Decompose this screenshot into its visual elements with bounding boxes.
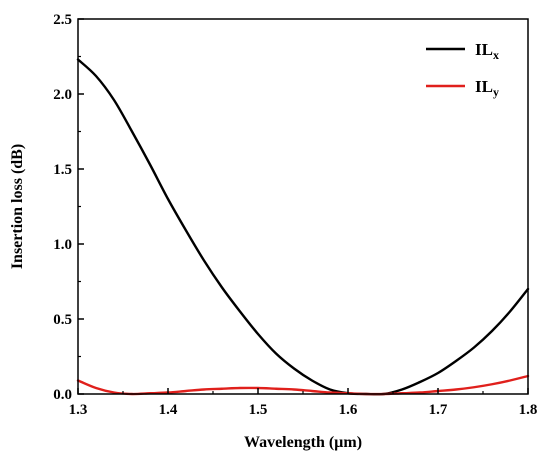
legend-label: ILy [475, 77, 499, 99]
x-tick-label: 1.4 [159, 402, 178, 418]
plot-frame [77, 18, 529, 395]
y-tick-label: 2.0 [53, 87, 72, 103]
legend-label-subscript: y [493, 85, 499, 99]
series-line-ilx [76, 58, 530, 396]
legend-label-main: IL [475, 40, 493, 59]
x-tick-label: 1.3 [69, 402, 88, 418]
x-axis-title: Wavelength (µm) [244, 434, 362, 451]
x-tick-label: 1.5 [249, 402, 268, 418]
series-line-ily [76, 374, 530, 396]
legend-label: ILx [475, 40, 499, 62]
y-tick-label: 0.5 [53, 312, 72, 328]
x-tick-label: 1.6 [339, 402, 358, 418]
y-tick-label: 1.5 [53, 162, 72, 178]
y-tick-label: 0.0 [53, 387, 72, 403]
axis-ticks [77, 18, 529, 395]
legend-label-subscript: x [493, 48, 499, 62]
y-tick-label: 1.0 [53, 237, 72, 253]
plot-area [76, 58, 530, 396]
y-axis-title: Insertion loss (dB) [9, 144, 26, 269]
x-tick-label: 1.8 [519, 402, 538, 418]
y-tick-label: 2.5 [53, 12, 72, 28]
x-tick-label: 1.7 [429, 402, 448, 418]
tick-labels: 1.3 1.4 1.5 1.6 1.7 1.8 0.0 0.5 1.0 1.5 2.0 2.5 [53, 12, 537, 418]
legend-label-main: IL [475, 77, 493, 96]
